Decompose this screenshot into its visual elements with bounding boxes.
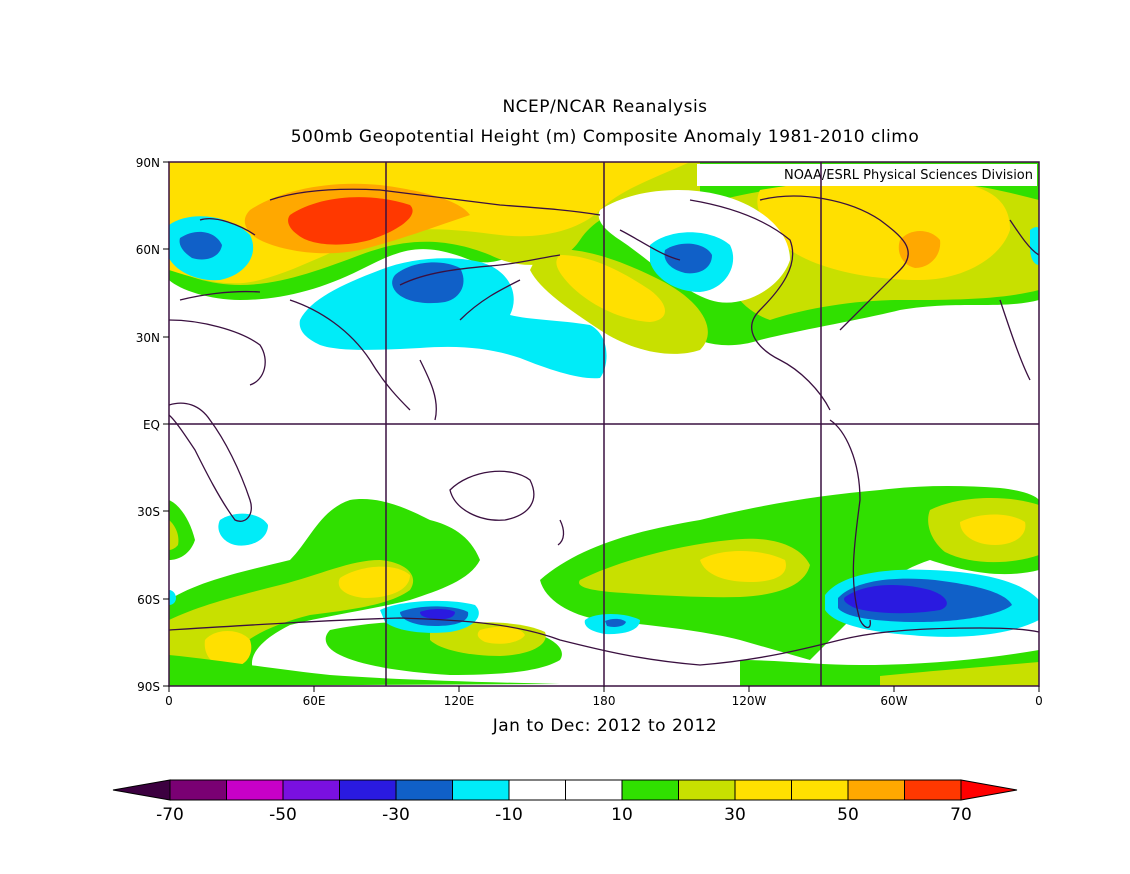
lon-tick-label: 120E xyxy=(444,694,475,708)
colorbar-swatch xyxy=(904,779,962,801)
anomaly-region xyxy=(898,231,941,268)
anomaly-region xyxy=(288,197,413,245)
colorbar-swatch xyxy=(734,779,792,801)
lon-tick-label: 0 xyxy=(1035,694,1043,708)
anomaly-region xyxy=(179,231,222,260)
anomaly-region xyxy=(392,262,464,304)
colorbar-swatch xyxy=(395,779,453,801)
colorbar-low-arrow xyxy=(112,779,171,801)
lon-tick-label: 60W xyxy=(880,694,907,708)
anomaly-region xyxy=(299,258,607,379)
anomaly-region xyxy=(218,513,268,546)
lat-tick-label: 60S xyxy=(137,593,160,607)
lat-tick-label: 30N xyxy=(136,331,160,345)
anomaly-region xyxy=(477,626,525,644)
lat-tick-label: 60N xyxy=(136,243,160,257)
colorbar-swatch xyxy=(847,779,905,801)
colorbar-label: 10 xyxy=(611,805,633,825)
map-grid xyxy=(169,162,1039,686)
date-range-label: Jan to Dec: 2012 to 2012 xyxy=(492,716,718,736)
colorbar-swatch xyxy=(791,779,849,801)
colorbar-swatch xyxy=(226,779,284,801)
colorbar-label: -50 xyxy=(269,805,297,825)
credit-box xyxy=(697,164,1037,186)
colorbar-label: 50 xyxy=(837,805,859,825)
anomaly-region xyxy=(420,609,455,620)
colorbar xyxy=(112,779,1018,801)
chart-subtitle: 500mb Geopotential Height (m) Composite … xyxy=(290,127,920,147)
anomaly-region xyxy=(664,243,712,274)
lat-tick-label: 30S xyxy=(137,505,160,519)
colorbar-swatch xyxy=(452,779,510,801)
lat-tick-label: 90N xyxy=(136,156,160,170)
colorbar-swatch xyxy=(678,779,736,801)
credit-label: NOAA/ESRL Physical Sciences Division xyxy=(784,168,1033,183)
anomaly-region xyxy=(880,662,1039,686)
colorbar-label: -10 xyxy=(495,805,523,825)
colorbar-swatch xyxy=(169,779,227,801)
colorbar-swatch xyxy=(508,779,566,801)
colorbar-label: -30 xyxy=(382,805,410,825)
colorbar-labels: -70 -50 -30 -10 10 30 50 70 xyxy=(156,805,972,825)
lon-tick-labels: 0 60E 120E 180 120W 60W 0 xyxy=(165,694,1043,708)
anomaly-region xyxy=(169,590,176,605)
anomaly-region xyxy=(605,618,626,627)
lon-tick-label: 120W xyxy=(732,694,767,708)
chart-title: NCEP/NCAR Reanalysis xyxy=(502,97,708,117)
anomaly-region xyxy=(556,255,665,322)
colorbar-label: -70 xyxy=(156,805,184,825)
lat-tick-label: 90S xyxy=(137,680,160,694)
lat-tick-label: EQ xyxy=(143,418,160,432)
colorbar-swatch xyxy=(282,779,340,801)
lon-tick-label: 180 xyxy=(593,694,616,708)
colorbar-swatch xyxy=(565,779,623,801)
lat-tick-labels: 90N 60N 30N EQ 30S 60S 90S xyxy=(136,156,160,694)
anomaly-region xyxy=(844,584,947,614)
colorbar-swatch xyxy=(621,779,679,801)
colorbar-high-arrow xyxy=(960,779,1018,801)
anomaly-region xyxy=(700,551,786,582)
colorbar-label: 70 xyxy=(950,805,972,825)
anomaly-region xyxy=(1030,227,1039,265)
lon-tick-label: 60E xyxy=(303,694,326,708)
lon-tick-label: 0 xyxy=(165,694,173,708)
anomaly-region xyxy=(204,631,252,668)
anomaly-region xyxy=(169,520,179,550)
anomaly-region xyxy=(338,566,410,598)
colorbar-label: 30 xyxy=(724,805,746,825)
anomaly-region xyxy=(169,655,560,686)
anomaly-region xyxy=(960,514,1026,545)
colorbar-swatch xyxy=(339,779,397,801)
axis-tick-marks xyxy=(163,161,1040,692)
coastlines xyxy=(169,188,1039,666)
